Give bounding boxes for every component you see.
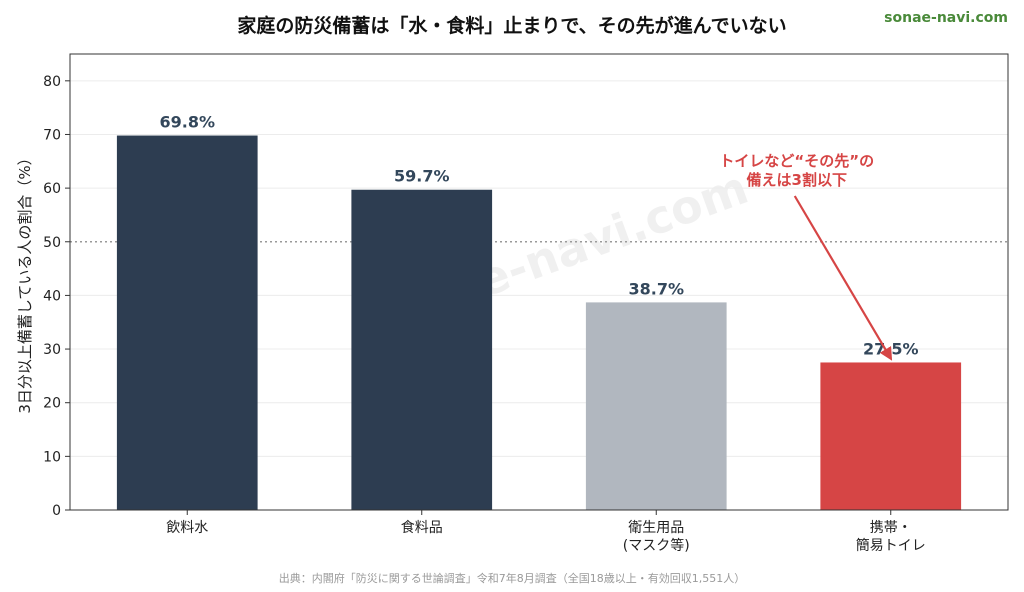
x-tick-label: 衛生用品	[628, 520, 684, 536]
x-tick-label: 飲料水	[166, 520, 208, 536]
y-tick-label: 10	[43, 449, 61, 465]
plot-frame	[69, 53, 1009, 511]
x-tick-label: 携帯・	[870, 520, 912, 536]
bars	[116, 135, 962, 511]
y-tick-label: 40	[43, 288, 61, 304]
x-tick-label: (マスク等)	[623, 537, 690, 554]
value-labels: 69.8% 59.7% 38.7% 27.5%	[159, 113, 918, 359]
value-label: 69.8%	[159, 113, 215, 132]
y-tick-label: 70	[43, 127, 61, 143]
bar	[116, 135, 258, 511]
annotation-text: トイレなど“その先”の	[719, 152, 874, 170]
value-label: 38.7%	[628, 279, 684, 298]
y-tick-label: 0	[52, 503, 61, 519]
annotation-text: 備えは3割以下	[747, 171, 847, 189]
value-label: 27.5%	[863, 339, 919, 358]
annotation-arrow	[793, 195, 893, 361]
x-axis-ticks: 飲料水 食料品 衛生用品(マスク等) 携帯・簡易トイレ	[166, 510, 926, 554]
y-tick-label: 60	[43, 181, 61, 197]
bar	[351, 189, 493, 511]
y-tick-label: 20	[43, 396, 61, 412]
y-axis-ticks: 0 10 20 30 40 50 60 70 80	[43, 74, 70, 519]
value-label: 59.7%	[394, 167, 450, 186]
source-note: 出典：内閣府「防災に関する世論調査」令和7年8月調査（全国18歳以上・有効回収1…	[279, 571, 745, 585]
x-tick-label: 簡易トイレ	[856, 538, 926, 554]
site-label: sonae-navi.com	[884, 10, 1008, 26]
chart-title: 家庭の防災備蓄は「水・食料」止まりで、その先が進んでいない	[237, 14, 786, 37]
y-axis-label: 3日分以上備蓄している人の割合（%）	[16, 150, 34, 413]
x-tick-label: 食料品	[401, 519, 443, 536]
bar	[585, 302, 727, 510]
y-tick-label: 80	[43, 74, 61, 90]
y-tick-label: 30	[43, 342, 61, 358]
y-tick-label: 50	[43, 235, 61, 251]
bar	[820, 362, 962, 510]
